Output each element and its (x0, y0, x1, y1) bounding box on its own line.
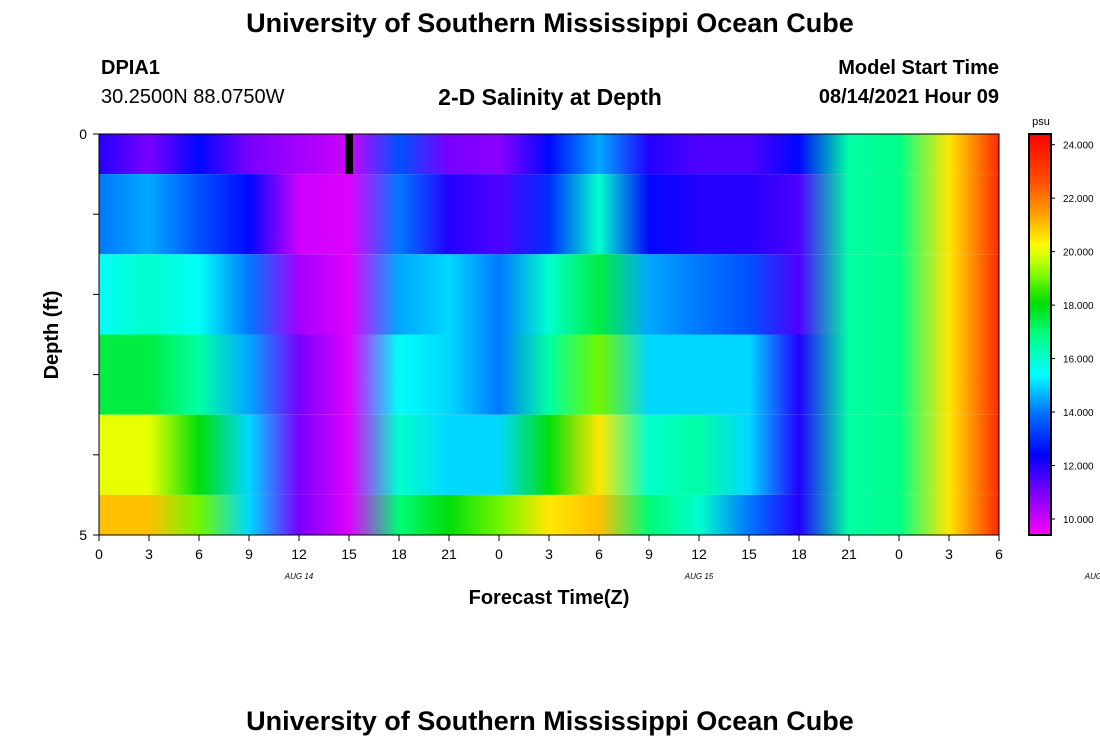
y-tick-label: 5 (79, 527, 87, 543)
x-tick-label: 18 (791, 546, 807, 562)
heatmap-layer-2 (99, 254, 999, 335)
x-tick-label: 9 (245, 546, 253, 562)
footer-title: University of Southern Mississippi Ocean… (246, 706, 854, 736)
colorbar-tick-label: 14.000 (1063, 408, 1094, 419)
date-label: AUG 14 (284, 572, 314, 581)
x-tick-label: 3 (945, 546, 953, 562)
colorbar-unit: psu (1032, 116, 1050, 128)
colorbar-tick-label: 18.000 (1063, 301, 1094, 312)
colorbar-tick-label: 12.000 (1063, 461, 1094, 472)
x-tick-label: 21 (441, 546, 457, 562)
chart-subtitle: 2-D Salinity at Depth (438, 84, 662, 110)
x-tick-label: 0 (895, 546, 903, 562)
colorbar-tick-label: 22.000 (1063, 194, 1094, 205)
y-axis-label: Depth (ft) (41, 291, 63, 380)
x-tick-label: 3 (145, 546, 153, 562)
date-label: AUG 15 (684, 572, 714, 581)
model-start-value: 08/14/2021 Hour 09 (818, 86, 999, 108)
x-tick-label: 0 (95, 546, 103, 562)
x-tick-label: 12 (291, 546, 307, 562)
x-tick-label: 15 (341, 546, 357, 562)
chart-title: University of Southern Mississippi Ocean… (246, 8, 854, 38)
x-tick-label: 21 (841, 546, 857, 562)
x-tick-label: 6 (595, 546, 603, 562)
colorbar-tick-label: 10.000 (1063, 515, 1094, 526)
heatmap-layer-3 (99, 334, 999, 415)
colorbar-tick-label: 20.000 (1063, 248, 1094, 259)
heatmap-layer-0 (99, 134, 999, 175)
x-tick-label: 0 (495, 546, 503, 562)
y-tick-label: 0 (79, 126, 87, 142)
colorbar-scale (1028, 133, 1052, 536)
x-tick-label: 12 (691, 546, 707, 562)
model-start-marker (345, 134, 353, 175)
model-start-label: Model Start Time (838, 57, 999, 79)
x-axis-label: Forecast Time(Z) (469, 587, 630, 609)
heatmap-layer-4 (99, 414, 999, 495)
station-id: DPIA1 (101, 57, 160, 79)
x-tick-label: 6 (195, 546, 203, 562)
station-coordinates: 30.2500N 88.0750W (101, 86, 285, 108)
x-tick-label: 6 (995, 546, 1003, 562)
x-tick-label: 3 (545, 546, 553, 562)
x-tick-label: 15 (741, 546, 757, 562)
heatmap-layer-5 (99, 494, 999, 535)
x-tick-label: 18 (391, 546, 407, 562)
x-tick-label: 9 (645, 546, 653, 562)
colorbar-tick-label: 24.000 (1063, 141, 1094, 152)
heatmap-layer-1 (99, 174, 999, 255)
date-label: AUG 16 (1084, 572, 1100, 581)
colorbar-tick-label: 16.000 (1063, 355, 1094, 366)
